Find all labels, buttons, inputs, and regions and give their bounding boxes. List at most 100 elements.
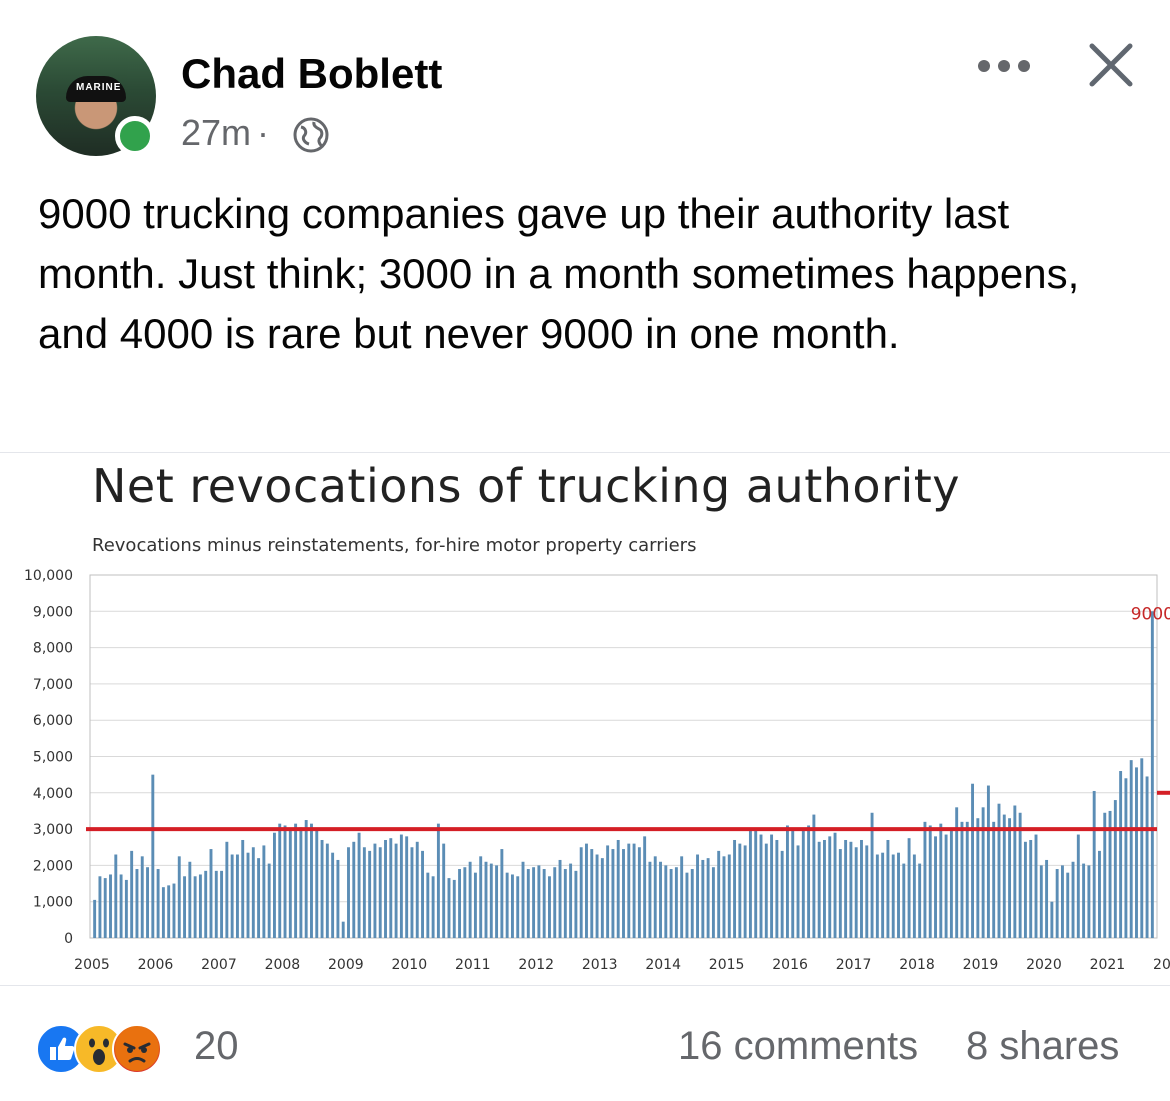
chart-bar (918, 863, 922, 938)
chart-bar (93, 899, 97, 938)
chart-bar (965, 821, 969, 938)
chart-bar (331, 852, 335, 938)
chart-bar (436, 823, 440, 938)
chart-bar (267, 863, 271, 938)
chart-bar (368, 850, 372, 938)
chart-bar (743, 845, 747, 938)
x-tick-label: 2013 (582, 957, 618, 973)
chart-bar (124, 879, 128, 938)
chart-bar (241, 839, 245, 938)
close-icon[interactable] (1088, 42, 1134, 88)
y-tick-label: 4,000 (33, 786, 73, 802)
chart-bar (537, 865, 541, 938)
chart-bar (891, 854, 895, 938)
chart-bar (341, 921, 345, 938)
chart-bar (796, 845, 800, 938)
chart-bar (717, 850, 721, 938)
chart-bar (1013, 805, 1017, 938)
chart-bar (193, 876, 197, 938)
chart-bar (103, 878, 107, 938)
chart-bar (653, 856, 657, 938)
chart-bar (817, 841, 821, 938)
y-tick-label: 1,000 (33, 895, 73, 911)
chart-bar (320, 839, 324, 938)
more-icon[interactable] (976, 56, 1032, 76)
chart-bar (230, 854, 234, 938)
chart-bar (283, 825, 287, 938)
chart-bar (833, 832, 837, 938)
chart-bar (949, 830, 953, 938)
chart-bar (690, 869, 694, 938)
post-image[interactable]: 0 1,000 2,000 3,000 4,000 5,000 6,000 7,000 8,00… (0, 452, 1170, 986)
chart-bar (1124, 778, 1128, 938)
chart-bar (1050, 901, 1054, 938)
x-tick-label: 2011 (455, 957, 491, 973)
chart-bar (278, 823, 282, 938)
chart-bar (1002, 814, 1006, 938)
chart-bar (151, 774, 155, 938)
post-footer: 20 16 comments 8 shares (0, 1000, 1170, 1101)
x-tick-label: 2018 (899, 957, 935, 973)
chart-bar (516, 876, 520, 938)
chart-bar (357, 832, 361, 938)
chart-bar (923, 821, 927, 938)
chart-bar (616, 839, 620, 938)
y-tick-label: 6,000 (33, 713, 73, 729)
comments-count[interactable]: 16 comments (678, 1024, 919, 1068)
chart-bar (235, 854, 239, 938)
chart-bar (960, 821, 964, 938)
chart-bar (521, 861, 525, 938)
chart-bar (1066, 872, 1070, 938)
post-meta: 27m · (181, 112, 275, 154)
chart-bar (976, 818, 980, 938)
y-tick-label: 2,000 (33, 858, 73, 874)
chart-bar (812, 814, 816, 938)
chart-subtitle: Revocations minus reinstatements, for-hi… (92, 535, 697, 556)
chart-bar (955, 807, 959, 938)
chart-bar (347, 847, 350, 938)
chart-bar (992, 821, 996, 938)
shares-count[interactable]: 8 shares (966, 1024, 1120, 1068)
chart-bar (791, 830, 795, 938)
chart-bar (854, 847, 858, 938)
chart-bar (780, 850, 784, 938)
chart-bar (886, 839, 890, 938)
chart-bar (1082, 863, 1086, 938)
chart-bar (161, 887, 165, 938)
chart-bar (468, 861, 472, 938)
chart-bar (860, 839, 863, 938)
chart-bar (881, 852, 885, 938)
globe-icon[interactable] (292, 116, 330, 154)
chart-bar (458, 869, 462, 938)
chart-bar (1135, 767, 1138, 938)
avatar[interactable]: MARINE (36, 36, 156, 156)
chart-bar (484, 861, 488, 938)
chart-bar (294, 823, 298, 938)
chart-bar (648, 861, 652, 938)
chart-bar (421, 850, 424, 938)
revocations-chart: 0 1,000 2,000 3,000 4,000 5,000 6,000 7,000 8,00… (24, 568, 1170, 973)
chart-bar (109, 874, 112, 938)
chart-bar (907, 838, 911, 938)
x-tick-label: 2016 (772, 957, 808, 973)
online-status-dot (115, 116, 155, 156)
chart-bar (1140, 758, 1144, 938)
chart-bar (1145, 776, 1149, 938)
chart-bar (838, 849, 842, 938)
x-tick-label: 2012 (518, 957, 554, 973)
reaction-count[interactable]: 20 (194, 1024, 239, 1068)
chart-bar (902, 863, 906, 938)
chart-bar (1113, 800, 1117, 938)
x-tick-label: 2005 (74, 957, 110, 973)
author-name[interactable]: Chad Boblett (181, 50, 443, 97)
chart-bar (489, 863, 493, 938)
chart-bar (1055, 869, 1059, 938)
chart-bar (711, 867, 715, 938)
chart-bar (939, 823, 943, 938)
chart-bar (442, 843, 446, 938)
chart-bar (1076, 834, 1080, 938)
post-time[interactable]: 27m (181, 112, 252, 153)
chart-bar (870, 812, 874, 938)
post-text: 9000 trucking companies gave up their au… (38, 190, 1080, 357)
chart-bar (727, 854, 731, 938)
